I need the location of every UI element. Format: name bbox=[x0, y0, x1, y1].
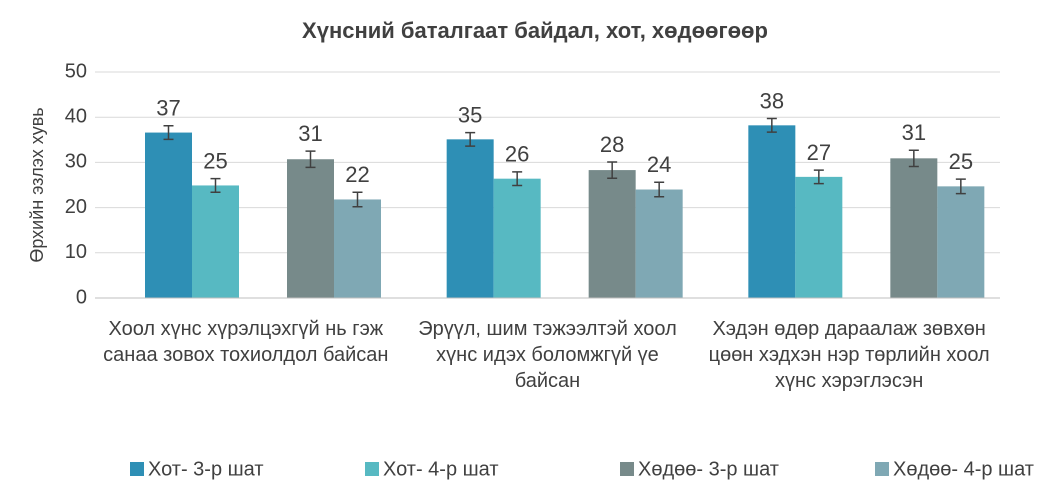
error-bar bbox=[955, 178, 966, 195]
x-tick-label: Хэдэн өдөр дараалаж зөвхөн цөөн хэдхэн н… bbox=[708, 318, 990, 392]
bar bbox=[493, 178, 541, 298]
bar bbox=[635, 189, 683, 298]
legend-label: Хөдөө- 4-р шат bbox=[893, 458, 1034, 480]
legend-swatch bbox=[620, 462, 634, 476]
bar bbox=[890, 158, 938, 298]
legend-label: Хот- 4-р шат bbox=[383, 458, 499, 480]
bar bbox=[446, 139, 494, 298]
bar bbox=[334, 199, 381, 298]
error-bar bbox=[512, 171, 523, 187]
error-bar bbox=[305, 150, 316, 169]
x-tick-label: Эрүүл, шим тэжээлтэй хоол хүнс идэх боло… bbox=[418, 318, 677, 392]
bar bbox=[145, 132, 192, 298]
y-tick-label: 20 bbox=[65, 196, 87, 218]
data-label: 25 bbox=[203, 148, 227, 173]
error-bar bbox=[352, 191, 363, 208]
data-label: 31 bbox=[298, 121, 322, 146]
y-tick-label: 30 bbox=[65, 151, 87, 173]
data-label: 37 bbox=[156, 96, 180, 121]
bar bbox=[192, 185, 239, 298]
bar bbox=[795, 176, 843, 298]
error-bar bbox=[766, 117, 777, 133]
data-label: 26 bbox=[505, 142, 529, 167]
error-bar bbox=[654, 181, 665, 198]
bar bbox=[748, 125, 796, 298]
legend-swatch bbox=[365, 462, 379, 476]
y-tick-label: 40 bbox=[65, 105, 87, 127]
y-axis-label: Өрхийн эзлэх хувь bbox=[27, 107, 47, 262]
data-label: 24 bbox=[647, 152, 671, 177]
data-label: 27 bbox=[807, 140, 831, 165]
error-bar bbox=[908, 149, 919, 168]
data-label: 25 bbox=[949, 149, 973, 174]
data-label: 35 bbox=[458, 102, 482, 127]
legend-swatch bbox=[875, 462, 889, 476]
error-bar bbox=[813, 169, 824, 185]
x-tick-label: Хоол хүнс хүрэлцэхгүй нь гэж санаа зовох… bbox=[103, 318, 389, 366]
y-tick-label: 50 bbox=[65, 60, 87, 82]
legend-label: Хот- 3-р шат bbox=[148, 458, 264, 480]
bar bbox=[287, 159, 334, 298]
data-label: 28 bbox=[600, 132, 624, 157]
data-label: 38 bbox=[760, 88, 784, 113]
error-bar bbox=[163, 125, 174, 141]
error-bar bbox=[210, 177, 221, 193]
data-label: 31 bbox=[902, 120, 926, 145]
legend-label: Хөдөө- 3-р шат bbox=[638, 458, 779, 480]
bar bbox=[937, 186, 985, 298]
y-tick-label: 10 bbox=[65, 241, 87, 263]
error-bar bbox=[607, 161, 618, 179]
chart-title: Хүнсний баталгаат байдал, хот, хөдөөгөөр bbox=[302, 18, 768, 43]
data-label: 22 bbox=[345, 162, 369, 187]
error-bar bbox=[465, 131, 476, 147]
bar bbox=[588, 170, 636, 298]
legend-swatch bbox=[130, 462, 144, 476]
y-tick-label: 0 bbox=[76, 286, 87, 308]
